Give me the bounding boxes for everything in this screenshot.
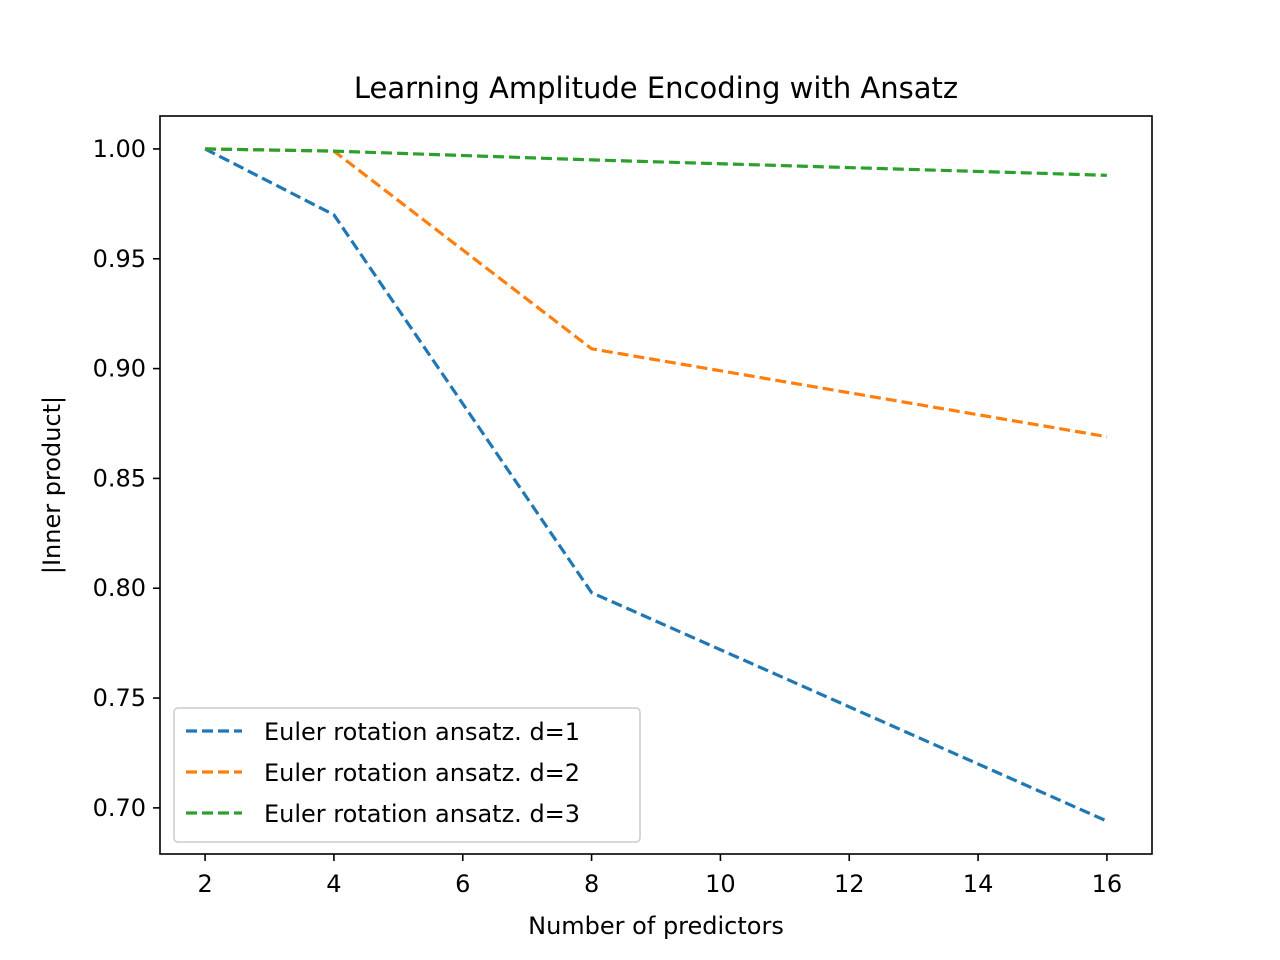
x-axis: 2 4 6 8 10 12 14 16: [197, 854, 1122, 898]
series-line-d1: [204, 147, 1108, 823]
y-tick-label: 0.80: [93, 574, 146, 602]
legend-label-d1: Euler rotation ansatz. d=1: [264, 718, 580, 746]
y-tick-label: 0.75: [93, 684, 146, 712]
y-tick-label: 0.95: [93, 245, 146, 273]
x-axis-label: Number of predictors: [528, 912, 784, 940]
x-tick-label: 16: [1092, 870, 1123, 898]
x-tick-label: 4: [326, 870, 341, 898]
x-tick-label: 14: [963, 870, 994, 898]
x-tick-label: 2: [197, 870, 212, 898]
x-tick-label: 12: [834, 870, 865, 898]
legend: Euler rotation ansatz. d=1 Euler rotation…: [173, 707, 641, 843]
legend-label-d3: Euler rotation ansatz. d=3: [264, 800, 580, 828]
series-line-d3: [205, 147, 1107, 177]
chart-title: Learning Amplitude Encoding with Ansatz: [354, 71, 958, 105]
y-tick-label: 0.70: [93, 794, 146, 822]
legend-label-d2: Euler rotation ansatz. d=2: [264, 759, 580, 787]
legend-frame: [173, 707, 641, 843]
series-layer: [204, 147, 1108, 823]
plot-frame: [159, 115, 1153, 855]
x-tick-label: 10: [705, 870, 736, 898]
y-axis-label: |Inner product|: [38, 396, 66, 574]
x-tick-label: 8: [584, 870, 599, 898]
x-tick-label: 6: [455, 870, 470, 898]
y-tick-label: 0.85: [93, 464, 146, 492]
y-tick-label: 0.90: [93, 355, 146, 383]
y-tick-label: 1.00: [93, 135, 146, 163]
y-axis: 0.70 0.75 0.80 0.85 0.90 0.95 1.00: [93, 135, 160, 822]
